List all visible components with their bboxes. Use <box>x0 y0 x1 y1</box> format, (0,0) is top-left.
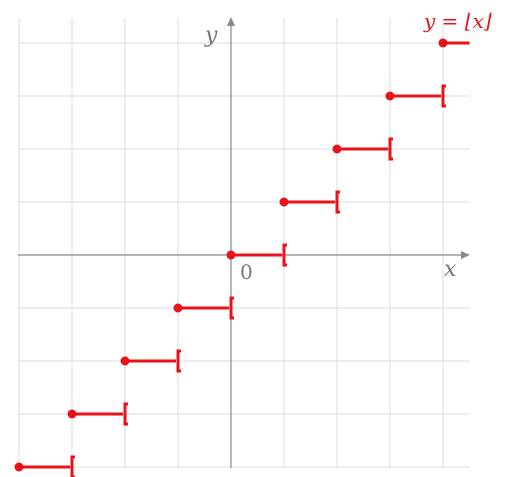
closed-endpoint <box>173 303 183 313</box>
step-segments <box>14 38 470 477</box>
closed-endpoint <box>438 38 448 48</box>
grid <box>18 18 470 468</box>
closed-endpoint <box>67 409 77 419</box>
axes <box>18 17 470 468</box>
x-axis-label: x <box>444 257 457 282</box>
x-axis-arrow <box>461 251 470 259</box>
closed-endpoint <box>14 462 24 472</box>
open-endpoint-bracket <box>441 84 446 108</box>
closed-endpoint <box>279 197 289 207</box>
open-endpoint-bracket <box>176 349 181 373</box>
open-endpoint-bracket <box>70 455 75 477</box>
open-endpoint-bracket <box>388 137 393 161</box>
open-endpoint-bracket <box>282 243 287 267</box>
open-endpoint-bracket <box>229 296 234 320</box>
open-endpoint-bracket <box>123 402 128 426</box>
open-endpoint-bracket <box>335 190 340 214</box>
origin-label: 0 <box>240 260 253 284</box>
closed-endpoint <box>226 250 236 260</box>
y-axis-arrow <box>227 17 235 26</box>
closed-endpoint <box>332 144 342 154</box>
closed-endpoint <box>385 91 395 101</box>
y-axis-label: y <box>204 23 218 48</box>
closed-endpoint <box>120 356 130 366</box>
function-label: y = ⌊x⌋ <box>423 9 492 33</box>
